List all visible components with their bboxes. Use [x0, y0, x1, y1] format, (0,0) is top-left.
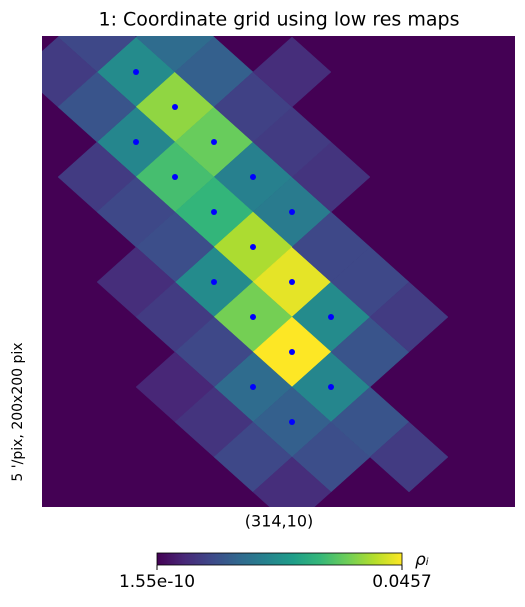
grid-point: [211, 209, 217, 215]
grid-point: [250, 244, 256, 250]
map-pixel: [291, 211, 371, 283]
grid-point: [289, 419, 295, 425]
map-pixel: [369, 281, 449, 353]
chart-title: 1: Coordinate grid using low res maps: [99, 9, 460, 31]
grid-point: [133, 139, 139, 145]
grid-point: [328, 384, 334, 390]
y-label: 5 '/pix, 200x200 pix: [10, 342, 26, 481]
grid-point: [250, 174, 256, 180]
map-pixel: [57, 71, 137, 143]
grid-point: [133, 69, 139, 75]
grid-point: [289, 349, 295, 355]
map-pixel: [252, 456, 332, 507]
grid-point: [172, 104, 178, 110]
colorbar-tick-label: 0.0457: [372, 572, 431, 592]
colorbar: [156, 552, 403, 566]
colorbar-tick-label: 1.55e-10: [119, 572, 195, 592]
grid-point: [211, 139, 217, 145]
map: [42, 36, 515, 507]
grid-point: [250, 384, 256, 390]
grid-point: [211, 279, 217, 285]
x-label: (314,10): [245, 512, 313, 531]
grid-point: [172, 174, 178, 180]
grid-point: [328, 314, 334, 320]
colorbar-label: ρᵢ: [415, 550, 429, 570]
grid-point: [289, 279, 295, 285]
grid-point: [289, 209, 295, 215]
map-pixel: [252, 36, 332, 108]
grid-point: [250, 314, 256, 320]
map-pixel: [369, 421, 449, 493]
